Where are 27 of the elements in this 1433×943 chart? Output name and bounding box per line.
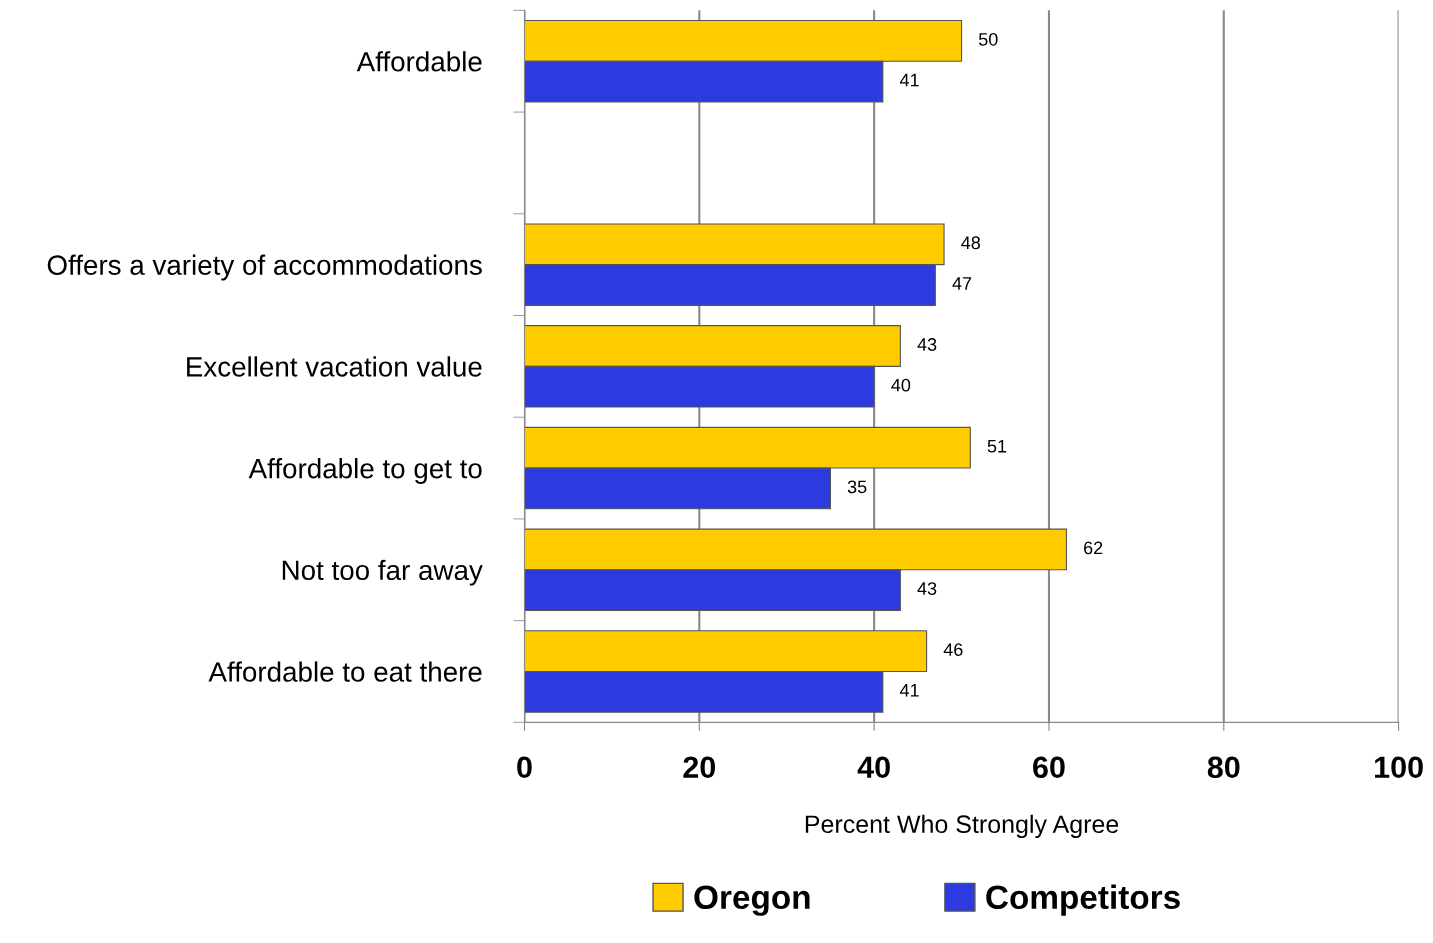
data-label: 43 <box>917 582 937 595</box>
data-label: 40 <box>891 378 911 392</box>
x-tick-label: 0 <box>517 756 532 779</box>
data-label: 46 <box>943 643 963 656</box>
y-tick-label: Affordable to eat there <box>208 661 482 682</box>
legend-label: Competitors <box>986 884 1180 916</box>
data-label: 41 <box>899 684 919 697</box>
data-label: 48 <box>961 236 981 250</box>
x-tick-label: 60 <box>1033 756 1065 779</box>
x-axis-title: Percent Who Strongly Agree <box>805 814 1119 839</box>
data-label: 51 <box>987 439 1007 453</box>
y-tick-label: Affordable <box>356 51 482 72</box>
x-tick-label: 20 <box>683 756 716 779</box>
y-tick-label: Excellent vacation value <box>187 356 482 377</box>
data-label: 50 <box>978 32 998 46</box>
data-label: 35 <box>847 480 867 494</box>
data-label: 47 <box>952 277 972 290</box>
legend-label: Oregon <box>694 885 810 916</box>
data-label: 62 <box>1084 541 1103 555</box>
x-tick-label: 40 <box>857 756 890 779</box>
data-label: 41 <box>899 73 919 87</box>
y-tick-label: Affordable to get to <box>248 458 482 484</box>
x-tick-label: 100 <box>1375 756 1423 779</box>
x-tick-label: 80 <box>1207 756 1240 779</box>
y-tick-label: Offers a variety of accommodations <box>47 254 482 281</box>
y-tick-label: Not too far away <box>282 559 483 586</box>
data-label: 43 <box>917 338 937 351</box>
